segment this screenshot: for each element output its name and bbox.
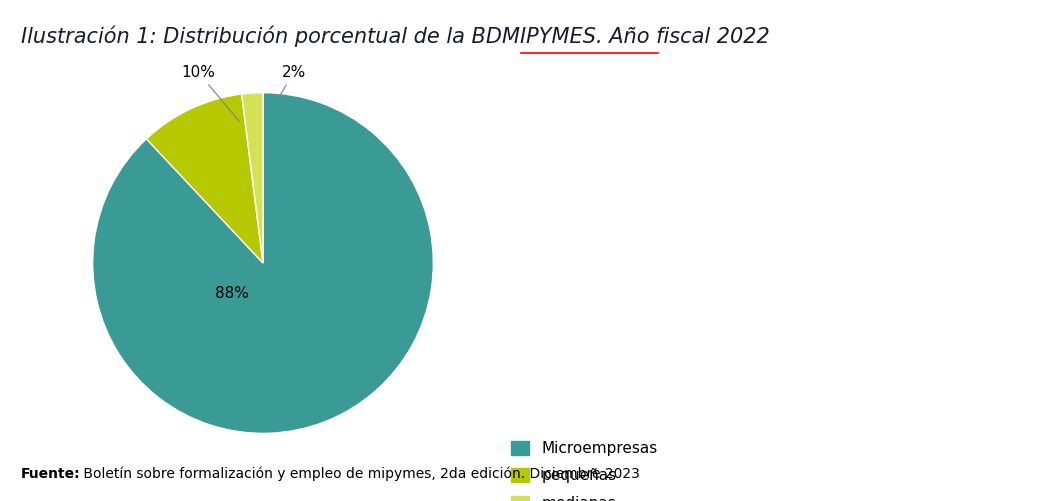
Wedge shape [146, 94, 263, 263]
Text: 10%: 10% [181, 65, 239, 121]
Wedge shape [242, 93, 263, 263]
Legend: Microempresas, pequeñas, medianas: Microempresas, pequeñas, medianas [505, 435, 664, 501]
Text: 2%: 2% [278, 65, 306, 99]
Wedge shape [93, 93, 433, 433]
Text: Ilustración 1: Distribución porcentual de la BDMIPYMES. Año fiscal 2022: Ilustración 1: Distribución porcentual d… [21, 25, 770, 47]
Text: 88%: 88% [216, 286, 249, 301]
Text: Boletín sobre formalización y empleo de mipymes, 2da edición. Diciembre 2023: Boletín sobre formalización y empleo de … [79, 466, 640, 481]
Text: Fuente:: Fuente: [21, 467, 81, 481]
